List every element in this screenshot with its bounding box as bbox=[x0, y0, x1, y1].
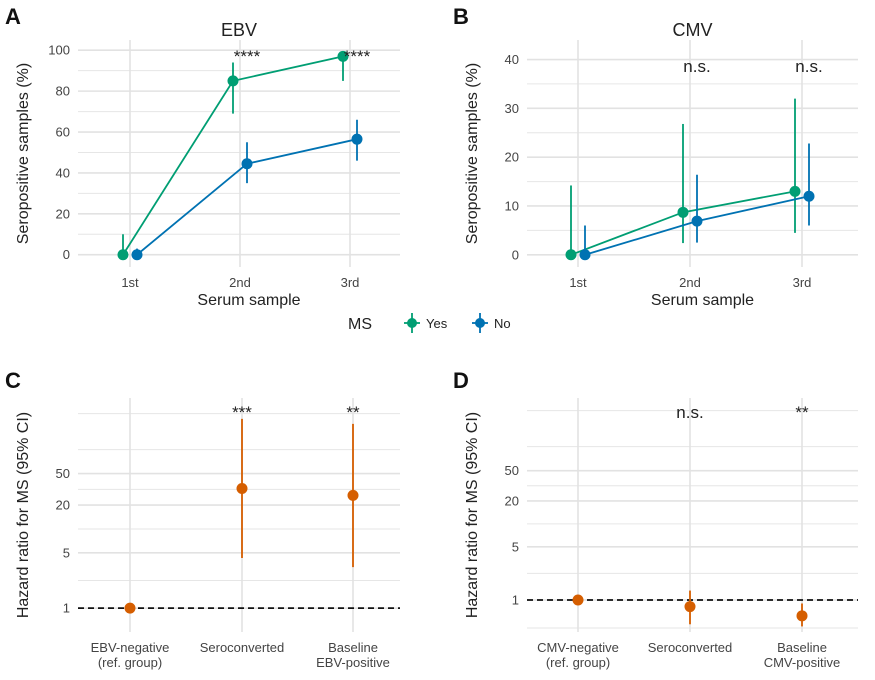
y-tick-label: 80 bbox=[56, 84, 70, 99]
x-tick-label: 2nd bbox=[679, 275, 701, 290]
panel-letter-a: A bbox=[5, 4, 21, 29]
significance-label: *** bbox=[232, 403, 252, 422]
x-tick-label: 1st bbox=[121, 275, 139, 290]
x-tick-label: Seroconverted bbox=[200, 640, 285, 655]
significance-label: n.s. bbox=[683, 57, 710, 76]
data-point bbox=[227, 75, 239, 87]
data-point bbox=[131, 249, 143, 261]
data-point bbox=[572, 594, 584, 606]
legend-key-point bbox=[407, 318, 417, 328]
x-tick-label: 3rd bbox=[793, 275, 812, 290]
y-tick-label: 5 bbox=[512, 539, 519, 554]
data-point bbox=[337, 50, 349, 62]
y-axis-label: Seropositive samples (%) bbox=[15, 63, 32, 244]
y-tick-label: 0 bbox=[63, 247, 70, 262]
data-point bbox=[803, 190, 815, 202]
x-tick-label: 2nd bbox=[229, 275, 251, 290]
significance-label: **** bbox=[234, 47, 261, 66]
y-tick-label: 100 bbox=[48, 43, 70, 58]
data-point bbox=[117, 249, 129, 261]
y-tick-label: 30 bbox=[505, 101, 519, 116]
significance-label: ** bbox=[346, 403, 360, 422]
legend-title: MS bbox=[348, 316, 372, 333]
legend-key-point bbox=[475, 318, 485, 328]
panel-letter-d: D bbox=[453, 368, 469, 393]
x-tick-label: 1st bbox=[569, 275, 587, 290]
x-tick-label: EBV-negative (ref. group) bbox=[91, 640, 170, 670]
data-point bbox=[796, 610, 808, 622]
y-tick-label: 50 bbox=[56, 466, 70, 481]
y-axis-label: Hazard ratio for MS (95% CI) bbox=[464, 412, 481, 618]
y-tick-label: 0 bbox=[512, 247, 519, 262]
data-point bbox=[677, 206, 689, 218]
y-tick-label: 20 bbox=[505, 150, 519, 165]
data-point bbox=[236, 483, 248, 495]
data-point bbox=[347, 489, 359, 501]
legend-label: Yes bbox=[426, 316, 448, 331]
y-tick-label: 1 bbox=[512, 593, 519, 608]
panel-title: EBV bbox=[221, 20, 257, 40]
y-tick-label: 20 bbox=[56, 206, 70, 221]
x-tick-label: CMV-negative (ref. group) bbox=[537, 640, 619, 670]
y-tick-label: 40 bbox=[56, 165, 70, 180]
y-axis-label: Hazard ratio for MS (95% CI) bbox=[15, 412, 32, 618]
x-tick-label: Baseline EBV-positive bbox=[316, 640, 390, 670]
y-tick-label: 20 bbox=[56, 498, 70, 513]
x-tick-label: Baseline CMV-positive bbox=[764, 640, 841, 670]
significance-label: ** bbox=[795, 403, 809, 422]
y-tick-label: 60 bbox=[56, 125, 70, 140]
x-tick-label: Seroconverted bbox=[648, 640, 733, 655]
data-point bbox=[579, 249, 591, 261]
data-point bbox=[565, 249, 577, 261]
data-point bbox=[351, 133, 363, 145]
data-point bbox=[691, 215, 703, 227]
x-axis-label: Serum sample bbox=[651, 292, 754, 309]
legend-label: No bbox=[494, 316, 511, 331]
data-point bbox=[241, 158, 253, 170]
y-tick-label: 5 bbox=[63, 545, 70, 560]
data-point bbox=[684, 601, 696, 613]
y-axis-label: Seropositive samples (%) bbox=[464, 63, 481, 244]
data-point bbox=[789, 185, 801, 197]
x-tick-label: 3rd bbox=[341, 275, 360, 290]
y-tick-label: 50 bbox=[505, 463, 519, 478]
panel-letter-b: B bbox=[453, 4, 469, 29]
y-tick-label: 20 bbox=[505, 493, 519, 508]
y-tick-label: 40 bbox=[505, 52, 519, 67]
panel-title: CMV bbox=[673, 20, 713, 40]
significance-label: **** bbox=[344, 47, 371, 66]
y-tick-label: 10 bbox=[505, 198, 519, 213]
panel-letter-c: C bbox=[5, 368, 21, 393]
significance-label: n.s. bbox=[676, 403, 703, 422]
x-axis-label: Serum sample bbox=[197, 292, 300, 309]
data-point bbox=[124, 602, 136, 614]
significance-label: n.s. bbox=[795, 57, 822, 76]
y-tick-label: 1 bbox=[63, 601, 70, 616]
